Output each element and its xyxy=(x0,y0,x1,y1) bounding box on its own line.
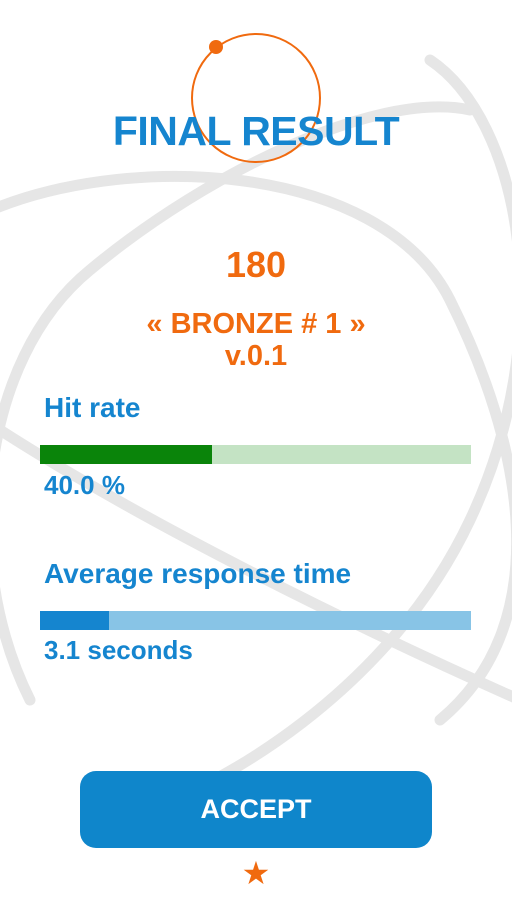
hit-rate-value: 40.0 % xyxy=(44,470,125,500)
version-label: v.0.1 xyxy=(224,340,288,372)
hit-rate-label: Hit rate xyxy=(44,392,141,423)
title-area: FINAL RESULT xyxy=(0,30,512,170)
star-icon: ★ xyxy=(241,855,271,891)
score-value: 180 xyxy=(225,244,287,285)
response-time-value: 3.1 seconds xyxy=(44,635,193,665)
rank-label: « BRONZE # 1 » xyxy=(146,308,366,340)
response-time-bar-fill xyxy=(40,611,109,630)
hit-rate-bar-track xyxy=(40,445,471,464)
response-time-bar-track xyxy=(40,611,471,630)
accept-button[interactable]: ACCEPT xyxy=(80,771,432,848)
response-time-label: Average response time xyxy=(44,558,352,589)
orbit-ring-icon xyxy=(191,33,321,163)
hit-rate-bar-fill xyxy=(40,445,213,464)
page-title: FINAL RESULT xyxy=(112,108,400,154)
